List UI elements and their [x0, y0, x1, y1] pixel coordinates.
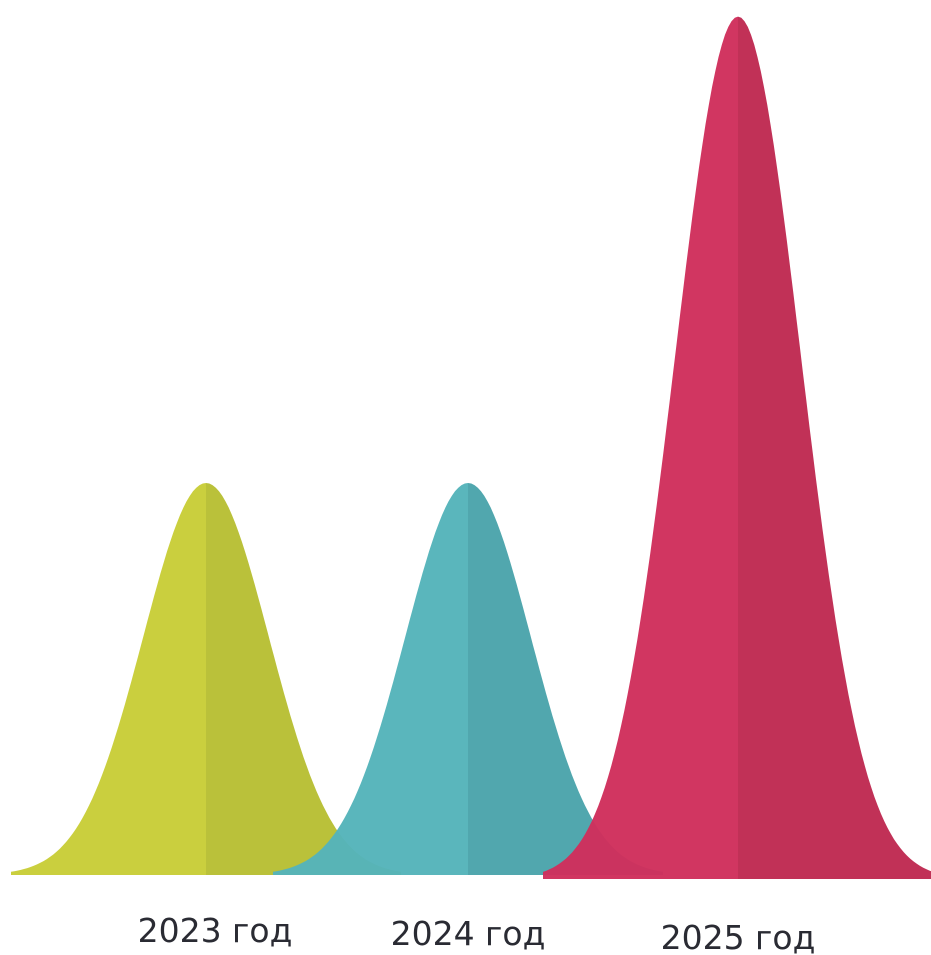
curve-2025-right — [738, 16, 931, 879]
curve-2024-left — [273, 483, 468, 875]
curve-2023-left — [11, 483, 206, 875]
category-label-2023: 2023 год — [138, 911, 293, 950]
curve-2024-right — [468, 483, 663, 875]
plot-area — [11, 16, 931, 880]
curve-2025-left — [543, 16, 738, 880]
category-labels: 2023 год 2024 год 2025 год — [138, 911, 816, 955]
curve-2023-right — [206, 483, 401, 875]
category-label-2025: 2025 год — [661, 918, 816, 955]
category-label-2024: 2024 год — [391, 914, 546, 953]
